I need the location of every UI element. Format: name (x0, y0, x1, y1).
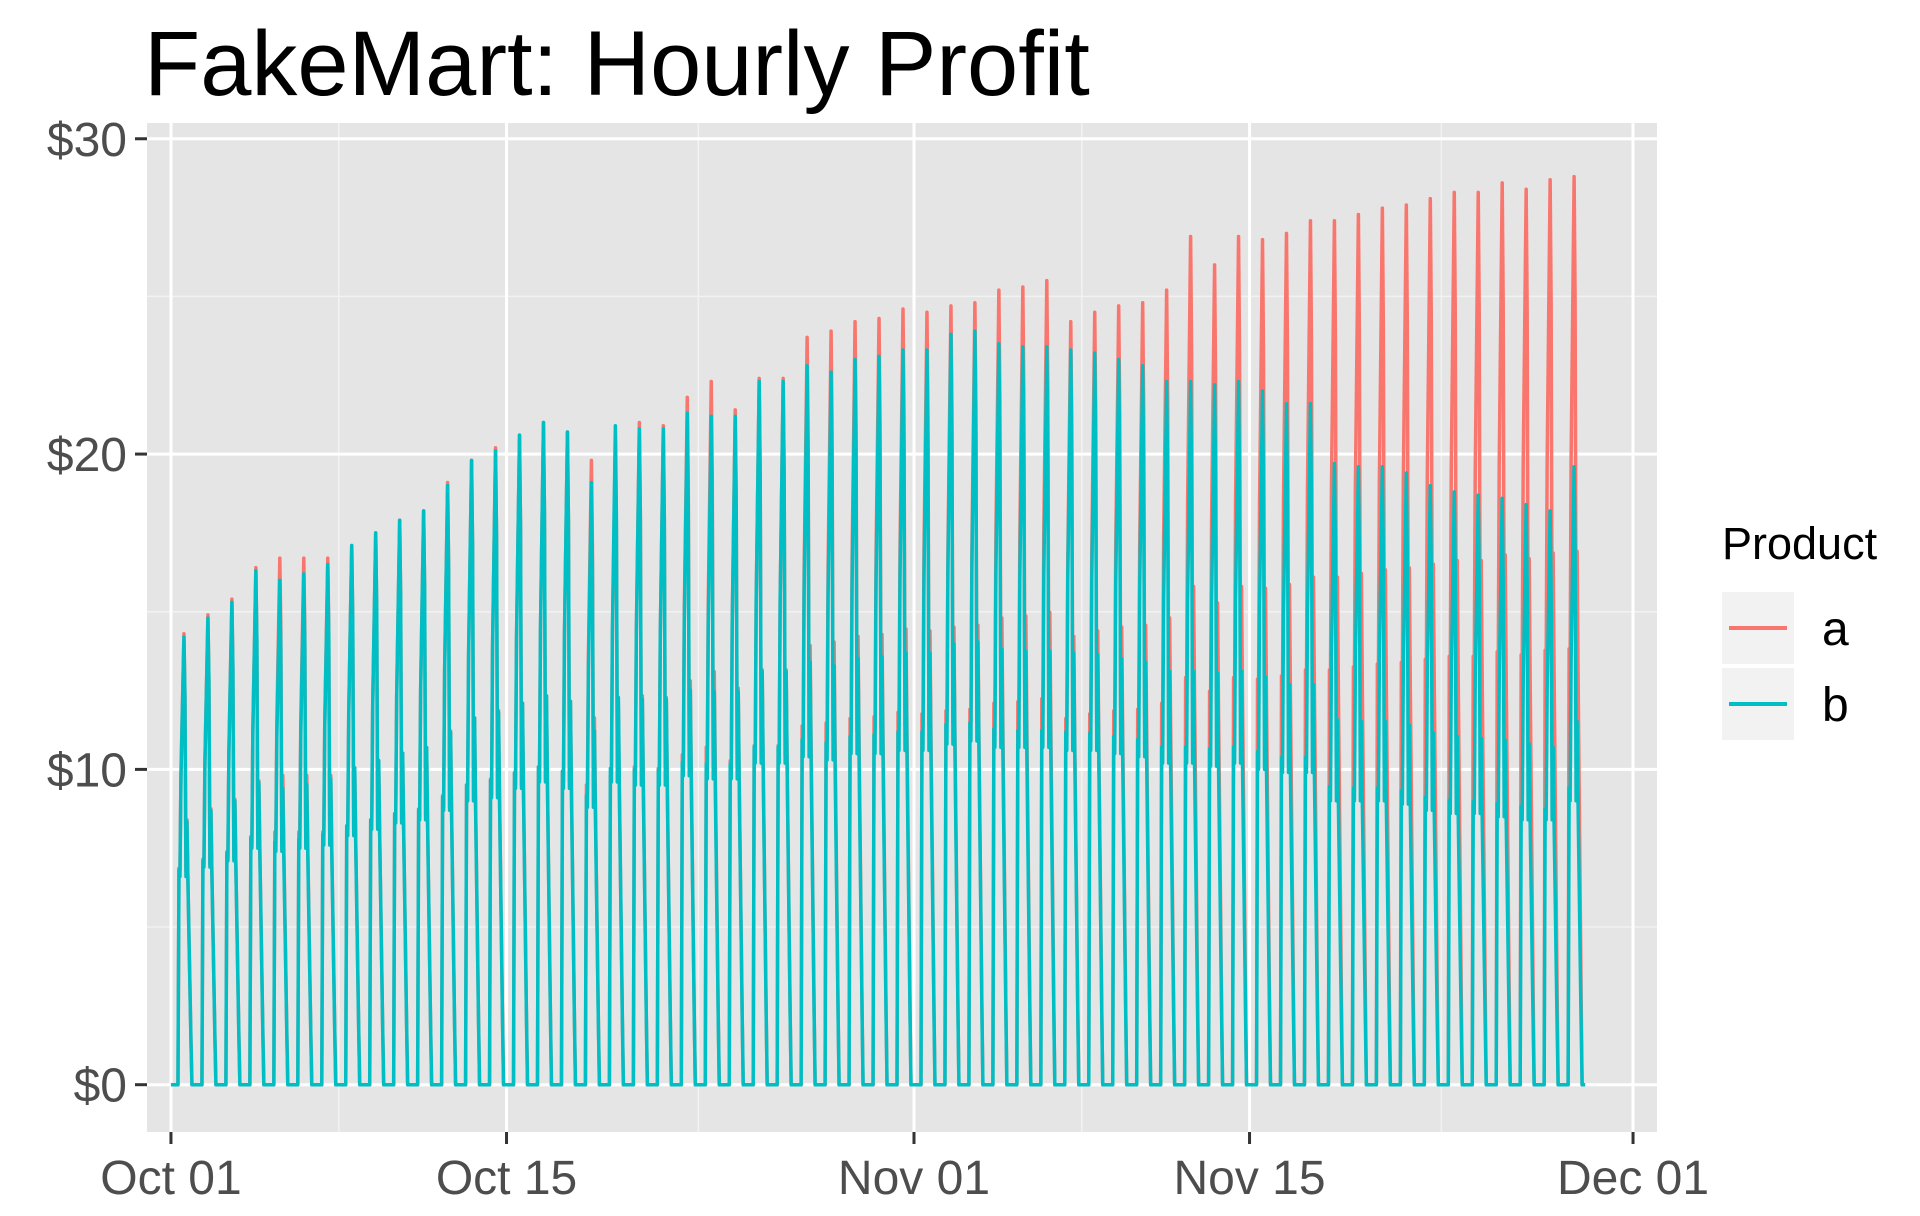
y-tick-label: $30 (47, 114, 127, 167)
x-tick-label: Nov 15 (1173, 1152, 1325, 1205)
x-tick-label: Oct 15 (436, 1152, 577, 1205)
legend-label-b: b (1822, 679, 1849, 732)
legend-label-a: a (1822, 603, 1849, 656)
x-tick-label: Oct 01 (100, 1152, 241, 1205)
y-tick-label: $0 (74, 1060, 127, 1113)
x-tick-label: Dec 01 (1557, 1152, 1709, 1205)
legend-title: Product (1722, 518, 1878, 569)
y-axis: $0 $10 $20 $30 (47, 114, 147, 1113)
y-tick-label: $20 (47, 429, 127, 482)
x-tick-label: Nov 01 (838, 1152, 990, 1205)
legend: Product a b (1722, 518, 1878, 740)
y-tick-label: $10 (47, 744, 127, 797)
x-axis: Oct 01 Oct 15 Nov 01 Nov 15 Dec 01 (100, 1132, 1709, 1205)
series-layer (170, 174, 1586, 1087)
series-line-b (170, 329, 1586, 1087)
chart-title: FakeMart: Hourly Profit (144, 13, 1090, 115)
